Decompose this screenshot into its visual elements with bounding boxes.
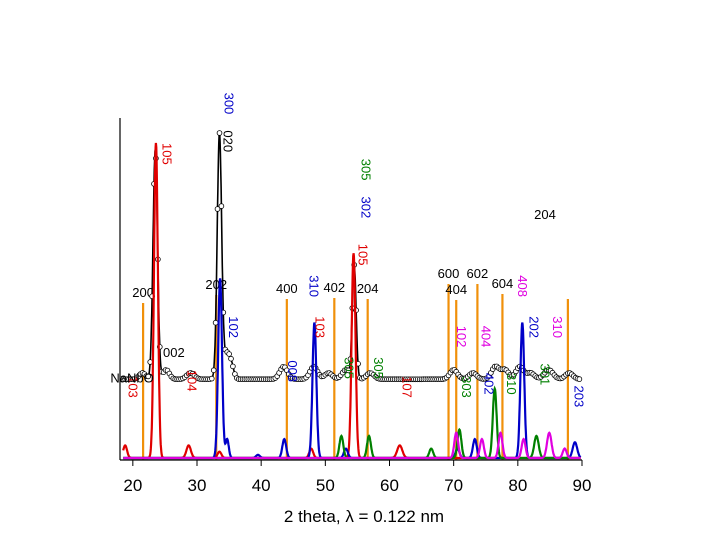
x-tick-label-80: 80: [508, 476, 527, 495]
data-point: [218, 203, 225, 209]
peak-annotation-5: 302: [358, 197, 373, 219]
annotations: 002 300 020 105 305 302 105 310 103 102 104 103 008 3…: [110, 93, 586, 408]
peak-annotation-17: 102: [454, 326, 469, 348]
peak-annotation-3: 105: [159, 143, 174, 165]
x-tick-label-40: 40: [252, 476, 271, 495]
x-tick-label-60: 60: [380, 476, 399, 495]
peak-annotation-10: 104: [184, 370, 199, 392]
peak-annotation-11: 103: [125, 376, 140, 398]
data-point: [145, 373, 152, 380]
reference-line-label-5: 600: [438, 266, 460, 281]
x-tick-label-50: 50: [316, 476, 335, 495]
series-experimental: [120, 130, 583, 383]
series-green: [123, 385, 581, 460]
peak-annotation-20: 310: [550, 316, 565, 338]
reference-line-label-2: 400: [276, 281, 298, 296]
reference-line-label-4: 204: [357, 281, 379, 296]
peak-annotation-9: 102: [226, 316, 241, 338]
peak-annotation-1: 300: [222, 93, 237, 115]
reference-line-label-7: 602: [467, 266, 489, 281]
data-point: [210, 367, 217, 374]
peak-annotation-16: 408: [515, 275, 530, 297]
peak-annotation-25: 203: [571, 386, 586, 408]
data-point: [214, 206, 221, 212]
peak-annotation-14: 305: [371, 357, 386, 379]
series-magenta: [123, 431, 581, 460]
reference-line-label-3: 402: [323, 280, 345, 295]
reference-line-label-9: 204: [534, 207, 556, 222]
reference-line-label-0: 200: [132, 285, 154, 300]
data-point: [212, 319, 219, 326]
series-layer: [120, 130, 583, 460]
data-point: [216, 130, 223, 136]
x-ticks: 20 30 40 50 60 70 80 90: [123, 460, 591, 495]
x-tick-label-30: 30: [188, 476, 207, 495]
x-tick-label-20: 20: [123, 476, 142, 495]
peak-annotation-19: 202: [526, 316, 541, 338]
x-tick-label-70: 70: [444, 476, 463, 495]
data-point: [230, 363, 236, 370]
series-red: [122, 142, 581, 460]
series-line-green: [123, 385, 581, 460]
x-tick-label-90: 90: [573, 476, 592, 495]
peak-annotation-22: 402: [481, 373, 496, 395]
series-line-magenta: [123, 431, 581, 460]
peak-annotation-0: 002: [163, 345, 185, 360]
peak-annotation-26: NaNbO: [110, 370, 153, 385]
data-point: [209, 375, 215, 382]
data-point: [576, 376, 583, 382]
reference-line-label-6: 404: [445, 282, 467, 297]
x-axis-title: 2 theta, λ = 0.122 nm: [284, 507, 444, 526]
reference-line-label-8: 604: [492, 276, 514, 291]
peak-annotation-4: 305: [358, 159, 373, 181]
peak-annotation-8: 103: [313, 316, 328, 338]
peak-annotation-13: 305: [342, 357, 357, 379]
peak-annotation-15: 107: [399, 376, 414, 398]
peak-annotation-21: 303: [459, 376, 474, 398]
data-point: [228, 355, 234, 362]
peak-annotation-23: 310: [504, 373, 519, 395]
peak-annotation-2: 020: [220, 130, 235, 152]
peak-annotation-24: 301: [537, 364, 552, 386]
peak-annotation-7: 310: [306, 275, 321, 297]
peak-annotation-12: 008: [285, 360, 300, 382]
series-line-red: [122, 142, 581, 460]
peak-annotation-18: 404: [478, 326, 493, 348]
peak-annotation-6: 105: [356, 244, 371, 266]
data-point: [226, 351, 232, 357]
